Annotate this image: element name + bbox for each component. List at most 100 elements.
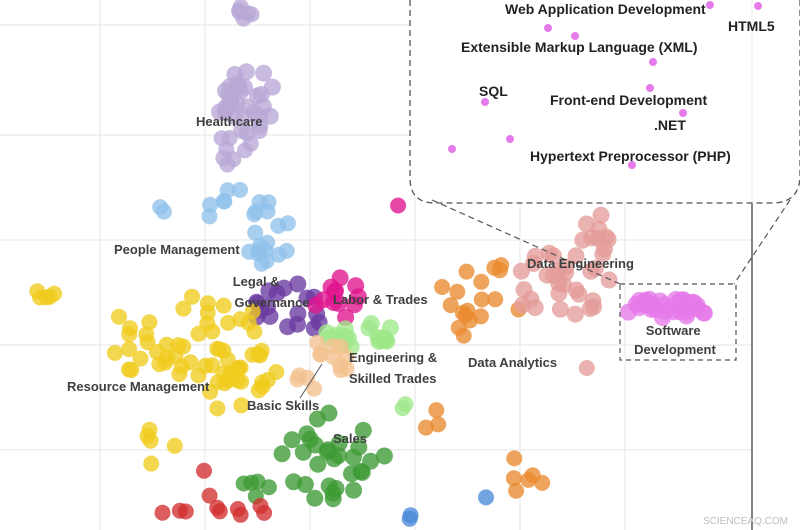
data-point xyxy=(289,371,306,388)
data-point xyxy=(309,410,326,428)
data-point xyxy=(642,300,660,318)
data-point xyxy=(473,273,490,290)
inset-data-point xyxy=(649,58,657,66)
inset-data-point xyxy=(754,2,762,10)
inset-data-point xyxy=(706,1,714,9)
data-point xyxy=(688,296,706,314)
data-point xyxy=(508,482,525,499)
data-point xyxy=(252,498,269,514)
cluster-label-data-analytics: Data Analytics xyxy=(468,355,557,370)
data-point xyxy=(252,347,269,364)
data-point xyxy=(362,315,380,333)
data-point xyxy=(378,332,396,350)
data-point xyxy=(458,263,475,280)
data-point xyxy=(487,291,504,308)
data-point xyxy=(449,283,466,300)
data-point xyxy=(309,455,327,473)
inset-frame xyxy=(409,0,800,204)
data-point xyxy=(219,351,236,368)
inset-label-web-app-dev: Web Application Development xyxy=(505,1,706,17)
data-point xyxy=(430,416,447,433)
data-point xyxy=(306,489,324,507)
data-point xyxy=(220,314,237,331)
data-point xyxy=(132,350,149,367)
data-point xyxy=(209,400,226,417)
inset-data-point xyxy=(646,84,654,92)
data-point xyxy=(581,300,599,317)
data-point xyxy=(306,380,323,397)
inset-label-dotnet: .NET xyxy=(654,117,686,133)
data-point xyxy=(590,220,608,238)
inset-points xyxy=(448,1,762,169)
data-point xyxy=(190,325,207,342)
data-point xyxy=(197,357,214,374)
data-point xyxy=(578,360,595,376)
cluster-label-software-development: Software Development xyxy=(634,323,716,357)
data-point xyxy=(434,279,451,295)
data-point xyxy=(143,455,160,472)
inset-data-point xyxy=(506,135,514,143)
data-point xyxy=(268,364,285,380)
data-point xyxy=(209,340,226,357)
data-point xyxy=(350,438,368,456)
data-point xyxy=(442,297,459,314)
data-point xyxy=(249,473,266,490)
data-point xyxy=(219,156,236,173)
cluster-label-engineering-line2: Skilled Trades xyxy=(349,371,436,386)
data-point xyxy=(457,307,474,324)
data-point xyxy=(289,315,306,333)
data-point xyxy=(232,181,248,198)
inset-data-point xyxy=(448,145,456,153)
data-point xyxy=(362,452,380,470)
data-point xyxy=(347,277,365,295)
data-point xyxy=(235,10,252,27)
data-point xyxy=(201,208,218,225)
cluster-label-labor-trades: Labor & Trades xyxy=(333,292,428,307)
data-point xyxy=(226,66,244,83)
data-point xyxy=(472,308,489,325)
data-point xyxy=(428,402,445,419)
data-point xyxy=(319,441,337,459)
data-point xyxy=(237,142,253,159)
data-point xyxy=(345,481,363,499)
watermark: SCIENCEAQ.COM xyxy=(703,516,788,527)
data-point xyxy=(232,506,249,523)
data-point xyxy=(278,242,295,259)
data-point xyxy=(491,262,508,279)
data-point xyxy=(270,217,287,234)
inset-data-point xyxy=(544,24,552,32)
data-point xyxy=(154,504,171,521)
data-point xyxy=(209,499,226,516)
cluster-label-healthcare: Healthcare xyxy=(196,114,262,129)
cluster-label-sales: Sales xyxy=(333,431,367,446)
data-point xyxy=(224,366,241,383)
data-point xyxy=(600,271,618,289)
data-point xyxy=(381,319,399,337)
data-point xyxy=(526,247,544,265)
data-point xyxy=(675,293,693,311)
data-point xyxy=(184,288,200,305)
zoom-connector-right xyxy=(733,199,791,285)
data-point xyxy=(331,269,349,287)
data-point xyxy=(549,262,567,280)
data-point xyxy=(121,326,138,343)
cluster-label-legal-governance: Legal & Governance xyxy=(233,274,310,310)
data-point xyxy=(586,260,604,277)
data-point xyxy=(217,98,235,116)
inset-data-point xyxy=(628,161,636,169)
data-point xyxy=(158,336,175,353)
basic-skills-leader-line xyxy=(299,363,323,399)
cluster-label-engineering-line1: Engineering & xyxy=(349,350,437,365)
data-point xyxy=(505,470,522,487)
data-point xyxy=(199,295,216,312)
data-point xyxy=(255,64,273,82)
data-point xyxy=(247,224,264,241)
data-point xyxy=(141,421,158,438)
data-point xyxy=(397,396,414,413)
data-point xyxy=(202,196,219,213)
data-point xyxy=(345,296,363,314)
data-point xyxy=(175,300,192,317)
data-point xyxy=(251,194,268,211)
inset-data-point xyxy=(679,109,687,117)
